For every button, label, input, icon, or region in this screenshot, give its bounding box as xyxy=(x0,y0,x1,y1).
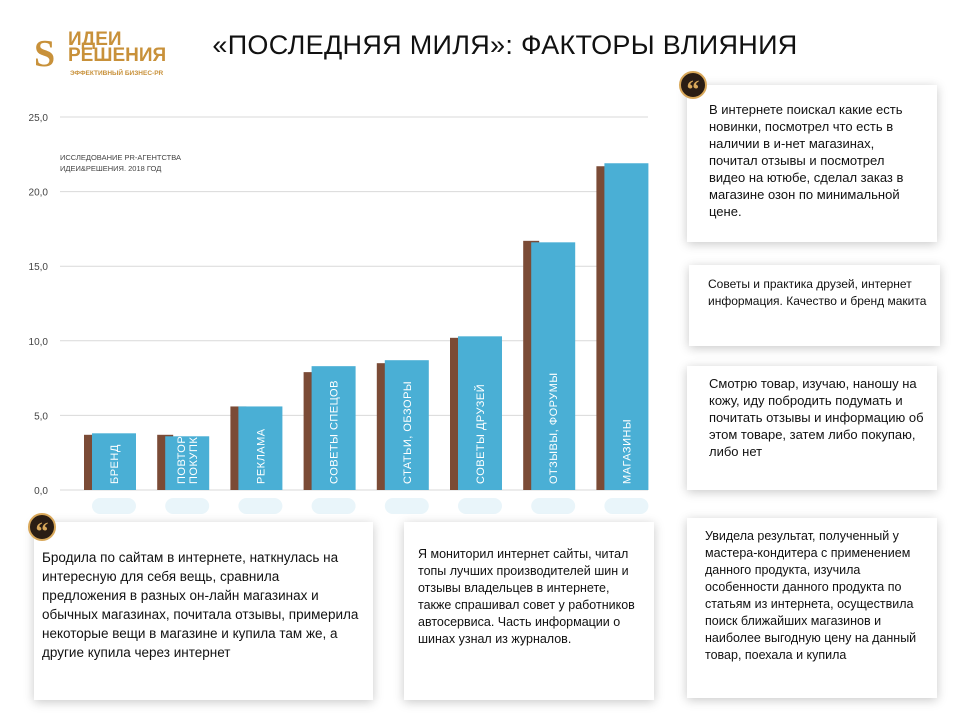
quote-icon: “ xyxy=(679,71,707,104)
bar-reflection xyxy=(458,498,502,514)
quote-icon: “ xyxy=(28,513,56,546)
bar-series2 xyxy=(311,366,356,490)
bar-series2 xyxy=(238,406,283,490)
quote-card: В интернете поискал какие есть новинки, … xyxy=(687,85,937,242)
quote-card: Увидела результат, полученный у мастера-… xyxy=(687,518,937,698)
category-label: ПОВТОР xyxy=(176,436,188,484)
category-label: СТАТЬИ, ОБЗОРЫ xyxy=(402,381,414,484)
category-label: ОТЗЫВЫ, ФОРУМЫ xyxy=(548,372,560,484)
quote-text: Советы и практика друзей, интернет инфор… xyxy=(708,277,927,308)
bar-reflection xyxy=(531,498,576,514)
logo-line1: ИДЕИ xyxy=(68,29,122,50)
y-tick-label: 10,0 xyxy=(29,337,49,348)
bar-reflection xyxy=(384,498,429,514)
bar-series2 xyxy=(165,436,210,490)
y-tick-label: 25,0 xyxy=(29,113,49,124)
source-line: ИССЛЕДОВАНИЕ PR-АГЕНТСТВА xyxy=(60,153,181,162)
logo: S ИДЕИ РЕШЕНИЯ ЭФФЕКТИВНЫЙ БИЗНЕС-PR xyxy=(34,30,174,80)
bar-series2 xyxy=(604,163,649,490)
bar-reflection xyxy=(238,498,283,514)
category-label: СОВЕТЫ СПЕЦОВ xyxy=(329,380,341,484)
y-tick-label: 5,0 xyxy=(34,411,48,422)
source-line: ИДЕИ&РЕШЕНИЯ. 2018 ГОД xyxy=(60,164,162,173)
quote-card: Я мониторил интернет сайты, читал топы л… xyxy=(404,522,654,700)
category-label: ПОКУПКИ xyxy=(188,428,200,484)
bar-series2 xyxy=(458,336,502,490)
y-tick-label: 0,0 xyxy=(34,486,48,497)
quote-text: Увидела результат, полученный у мастера-… xyxy=(705,529,917,662)
bar-reflection xyxy=(92,498,136,514)
quote-text: Бродила по сайтам в интернете, наткнулас… xyxy=(42,550,359,660)
bar-reflection xyxy=(311,498,356,514)
quote-text: В интернете поискал какие есть новинки, … xyxy=(709,102,904,219)
bar-series2 xyxy=(384,360,429,490)
bar-series2 xyxy=(531,242,576,490)
category-label: БРЕНД xyxy=(109,444,121,484)
quote-card: Бродила по сайтам в интернете, наткнулас… xyxy=(34,522,373,700)
quote-card: Советы и практика друзей, интернет инфор… xyxy=(689,265,940,346)
category-label: РЕКЛАМА xyxy=(255,428,267,484)
bar-series2 xyxy=(92,433,136,490)
quote-card: Смотрю товар, изучаю, наношу на кожу, ид… xyxy=(687,366,937,490)
bar-reflection xyxy=(165,498,210,514)
quote-text: Я мониторил интернет сайты, читал топы л… xyxy=(418,547,635,646)
category-label: СОВЕТЫ ДРУЗЕЙ xyxy=(474,384,487,484)
bar-reflection xyxy=(604,498,649,514)
category-label: МАГАЗИНЫ xyxy=(621,419,633,484)
logo-line2: РЕШЕНИЯ xyxy=(68,45,167,66)
logo-mark-icon: S xyxy=(34,33,56,75)
logo-tagline: ЭФФЕКТИВНЫЙ БИЗНЕС-PR xyxy=(70,70,164,77)
bar-chart: 0,0 5,0 10,0 15,0 20,0 25,0 БРЕНД ПОВТОР ПОКУПКИ… xyxy=(29,113,649,514)
chart-source-note: ИССЛЕДОВАНИЕ PR-АГЕНТСТВА ИДЕИ&РЕШЕНИЯ. … xyxy=(60,152,181,174)
quote-text: Смотрю товар, изучаю, наношу на кожу, ид… xyxy=(709,376,924,459)
page-title: «ПОСЛЕДНЯЯ МИЛЯ»: ФАКТОРЫ ВЛИЯНИЯ xyxy=(212,30,798,60)
y-tick-label: 15,0 xyxy=(29,262,49,273)
y-tick-label: 20,0 xyxy=(29,188,49,199)
